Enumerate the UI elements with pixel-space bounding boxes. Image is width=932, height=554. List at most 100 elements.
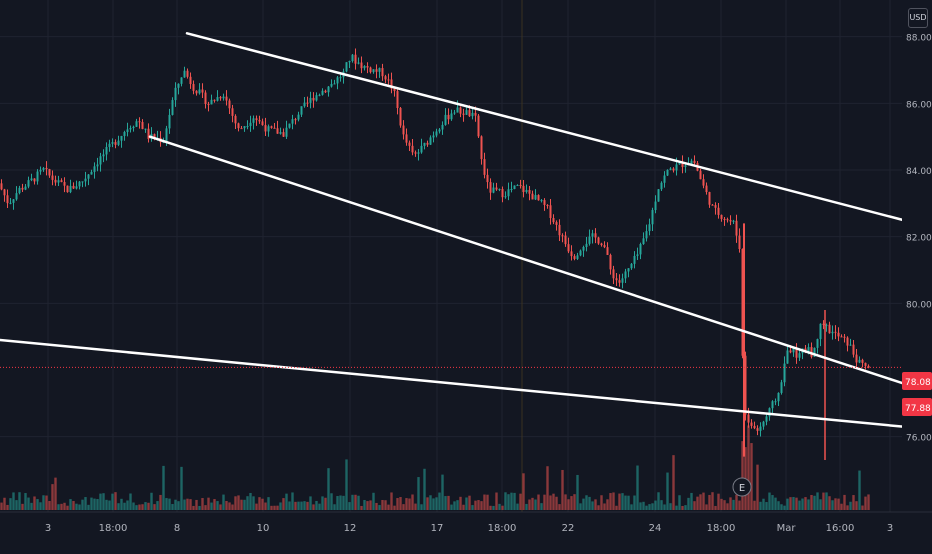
candle-body <box>0 183 3 190</box>
volume-bar <box>492 505 495 510</box>
volume-bar <box>459 496 462 510</box>
volume-bar <box>531 497 534 510</box>
trendline-upper[interactable] <box>185 32 905 222</box>
volume-bar <box>840 503 843 510</box>
candle-body <box>123 132 126 136</box>
candle-body <box>405 134 408 143</box>
candle-body <box>834 331 837 333</box>
volume-bar <box>423 468 426 510</box>
candle-body <box>261 121 264 126</box>
volume-bar <box>378 505 381 510</box>
candle-body <box>435 131 438 136</box>
candle-body <box>726 219 729 221</box>
volume-bar <box>345 459 348 510</box>
x-axis-panel[interactable] <box>0 512 902 550</box>
trendlines[interactable] <box>0 32 905 428</box>
volume-bar <box>519 493 522 510</box>
volume-bar <box>309 496 312 510</box>
volume-bar <box>750 443 753 510</box>
volume-bar <box>213 499 216 510</box>
volume-bar <box>204 505 207 510</box>
candle-body <box>795 348 798 358</box>
volume-bar <box>867 494 870 510</box>
volume-bar <box>480 501 483 510</box>
volume-bar <box>306 501 309 510</box>
candle-body <box>51 175 54 180</box>
volume-bar <box>129 493 132 510</box>
volume-bar <box>186 498 189 510</box>
candle-body <box>423 142 426 146</box>
volume-bar <box>711 492 714 510</box>
candle-body <box>822 323 825 325</box>
candle-body <box>501 189 504 198</box>
candle-body <box>321 90 324 95</box>
candle-body <box>432 135 435 138</box>
volume-bar <box>567 499 570 510</box>
candle-body <box>660 182 663 190</box>
volume-bar <box>495 492 498 510</box>
volume-bar <box>843 494 846 510</box>
candle-body <box>846 337 849 346</box>
candle-body <box>114 142 117 145</box>
volume-bar <box>84 497 87 510</box>
earnings-marker[interactable]: E <box>732 477 752 497</box>
candle-body <box>558 224 561 236</box>
candle-body <box>285 127 288 137</box>
earnings-marker-circle[interactable] <box>732 477 752 497</box>
candle-body <box>729 220 732 222</box>
earnings-marker-label: E <box>739 483 745 494</box>
volume-bar <box>642 501 645 510</box>
candle-body <box>282 132 285 137</box>
candle-body <box>630 263 633 269</box>
candle-body <box>852 344 855 355</box>
volume-bar <box>321 496 324 510</box>
volume-bar <box>723 500 726 510</box>
candle-body <box>345 62 348 72</box>
candle-body <box>639 244 642 255</box>
volume-bar <box>687 497 690 510</box>
candle-body <box>177 83 180 88</box>
candle-body <box>516 184 519 186</box>
volume-bar <box>588 496 591 510</box>
volume-bar <box>762 498 765 510</box>
volume-bar <box>741 441 744 510</box>
candle-body <box>555 222 558 225</box>
trendline-middle[interactable] <box>148 135 905 385</box>
volume-bar <box>357 495 360 510</box>
volume-bar <box>849 501 852 510</box>
candle-body <box>396 91 399 109</box>
volume-bar <box>63 502 66 510</box>
candle-body <box>831 331 834 334</box>
candle-body <box>813 347 816 357</box>
candle-body <box>465 110 468 115</box>
candle-body <box>771 401 774 409</box>
currency-label[interactable]: USD <box>908 8 928 28</box>
candle-body <box>246 126 249 128</box>
volume-bar <box>726 503 729 510</box>
volume-bar <box>228 502 231 510</box>
volume-bar <box>516 503 519 510</box>
candle-body <box>165 128 168 142</box>
candle-body <box>33 178 36 182</box>
candle-body <box>96 164 99 167</box>
volume-bar <box>312 504 315 510</box>
volume-bar <box>561 469 564 510</box>
candle-body <box>486 174 489 183</box>
candle-body <box>807 347 810 353</box>
y-tick-label: 76.00 <box>906 434 932 444</box>
candle-body <box>21 187 24 190</box>
candle-body <box>99 156 102 165</box>
candle-body <box>243 126 246 129</box>
volume-bar <box>465 497 468 510</box>
volume-bar <box>651 503 654 510</box>
candle-body <box>87 174 90 179</box>
trendline-lower[interactable] <box>0 338 905 428</box>
volume-bar <box>225 500 228 510</box>
volume-bar <box>549 495 552 510</box>
y-axis-panel[interactable] <box>902 0 932 550</box>
candle-body <box>624 271 627 279</box>
volume-bar <box>822 492 825 510</box>
candle-body <box>762 421 765 427</box>
